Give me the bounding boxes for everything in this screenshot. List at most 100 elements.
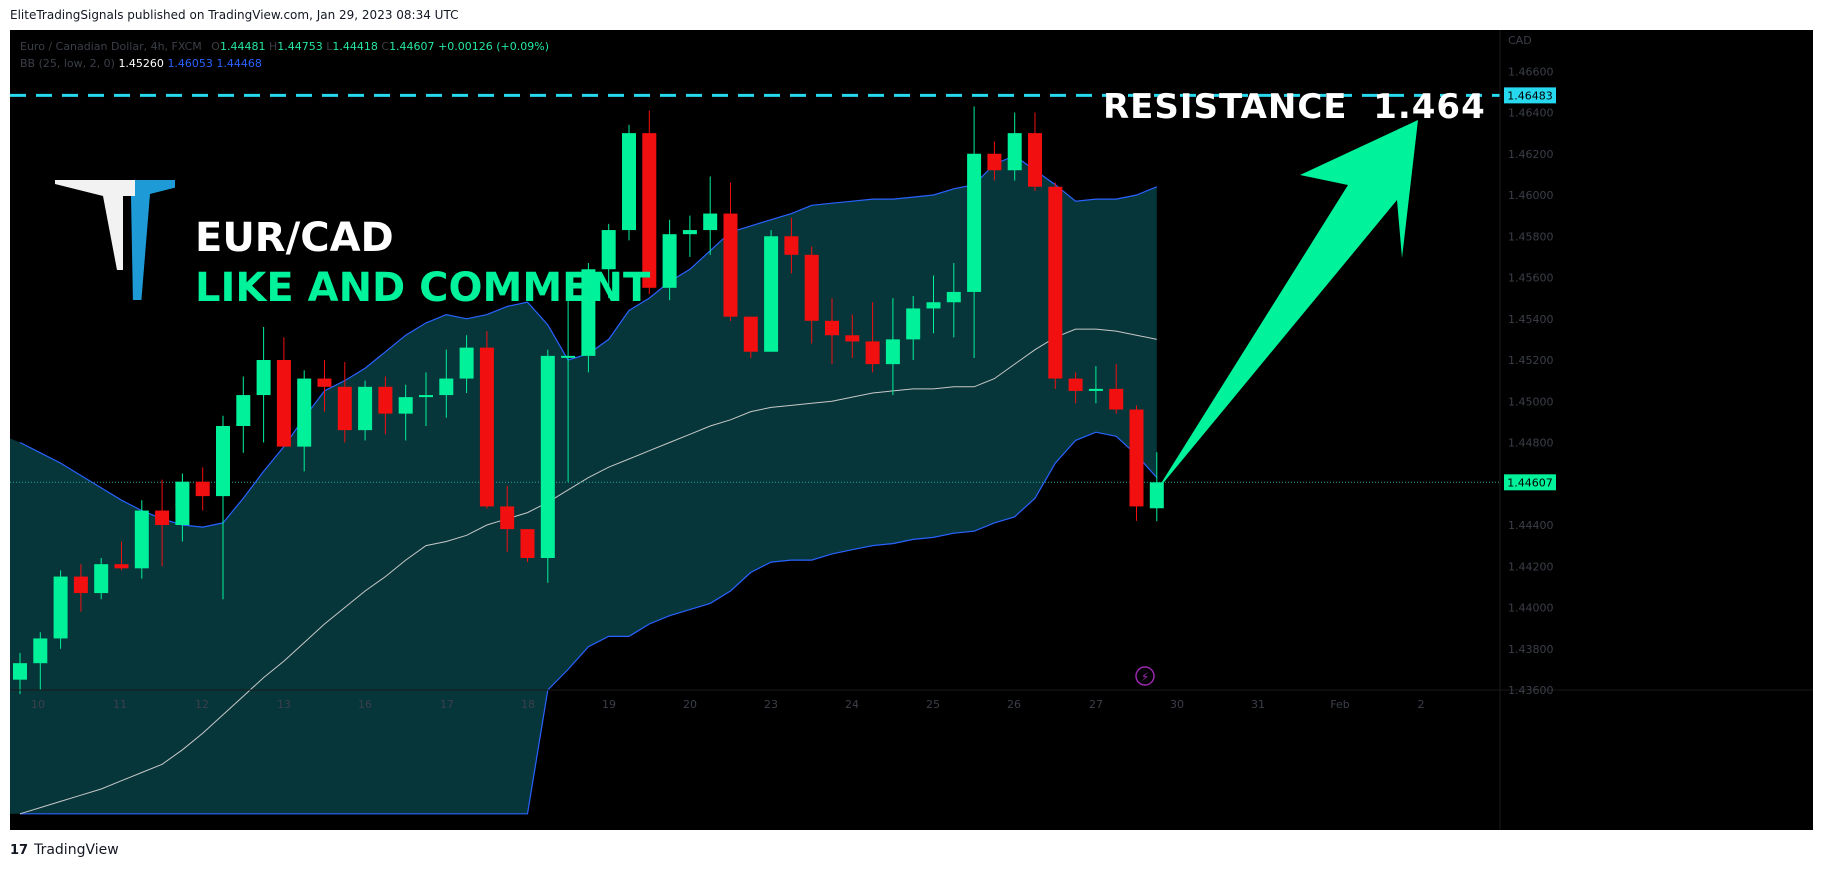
- legend-low-label: L: [326, 40, 333, 53]
- candle-body: [500, 506, 515, 530]
- y-tick-label: 1.45600: [1508, 272, 1554, 285]
- x-tick-label: 20: [683, 698, 697, 711]
- x-tick-label: 30: [1170, 698, 1184, 711]
- candle-body: [337, 386, 352, 431]
- y-tick-label: 1.46600: [1508, 65, 1554, 78]
- candle-body: [439, 378, 454, 396]
- candle-body: [94, 564, 109, 594]
- legend-bb-upper: 1.46053: [167, 57, 213, 70]
- y-tick-label: 1.46400: [1508, 107, 1554, 120]
- candle-body: [926, 302, 941, 309]
- candle-body: [642, 133, 657, 288]
- candlestick-chart[interactable]: ⚡ CAD 1.43600 1.43800 1.44000 1.44200 1.44400 1…: [10, 30, 1813, 830]
- candle-body: [195, 481, 210, 497]
- x-tick-label: 25: [926, 698, 940, 711]
- x-tick-label: 13: [277, 698, 291, 711]
- y-tick-label: 1.44400: [1508, 519, 1554, 532]
- candle-body: [1048, 186, 1063, 379]
- candle-body: [1088, 388, 1103, 391]
- candle-body: [216, 426, 230, 497]
- candle-body: [378, 386, 393, 414]
- candle-body: [946, 291, 961, 303]
- candle-body: [1129, 409, 1144, 507]
- candle-body: [317, 378, 332, 387]
- y-tick-label: 1.44200: [1508, 560, 1554, 573]
- candle-body: [906, 308, 921, 340]
- axis-currency: CAD: [1508, 34, 1532, 47]
- legend-bb-row: BB (25, low, 2, 0) 1.45260 1.46053 1.444…: [20, 55, 549, 72]
- event-icon: [1135, 666, 1155, 686]
- x-tick-label: 19: [602, 698, 616, 711]
- y-tick-label: 1.44800: [1508, 437, 1554, 450]
- candle-body: [155, 510, 170, 525]
- y-tick-label: 1.45000: [1508, 395, 1554, 408]
- x-tick-label: 2: [1418, 698, 1425, 711]
- candle-body: [1109, 388, 1124, 410]
- candle-body: [561, 355, 576, 358]
- resistance-price-label: 1.46483: [1507, 89, 1553, 102]
- x-tick-label: 27: [1089, 698, 1103, 711]
- y-tick-label: 1.43600: [1508, 684, 1554, 697]
- candle-body: [764, 236, 779, 352]
- legend-open: 1.44481: [219, 40, 266, 53]
- candle-body: [845, 335, 860, 342]
- bb-lower-line: [20, 431, 1158, 815]
- y-tick-label: 1.46200: [1508, 148, 1554, 161]
- candle-body: [53, 576, 68, 639]
- candle-body: [662, 234, 677, 288]
- x-tick-label: 18: [521, 698, 535, 711]
- candle-body: [703, 213, 718, 231]
- candle-body: [682, 230, 697, 235]
- legend-high: 1.44753: [277, 40, 323, 53]
- chart-frame[interactable]: ⚡ CAD 1.43600 1.43800 1.44000 1.44200 1.44400 1…: [10, 30, 1813, 830]
- x-tick-label: 17: [440, 698, 454, 711]
- x-tick-label: 31: [1251, 698, 1265, 711]
- y-tick-label: 1.45400: [1508, 313, 1554, 326]
- candle-body: [419, 395, 433, 398]
- x-tick-label: Feb: [1330, 698, 1349, 711]
- legend-bb-label: BB (25, low, 2, 0): [20, 57, 115, 70]
- cta-annotation: LIKE AND COMMENT: [195, 265, 651, 311]
- lightning-icon: ⚡: [1141, 670, 1149, 684]
- last-price-tag: [1504, 474, 1556, 491]
- y-tick-label: 1.43800: [1508, 643, 1554, 656]
- y-tick-label: 1.44000: [1508, 602, 1554, 615]
- candle-body: [825, 320, 839, 336]
- candle-body: [479, 347, 494, 507]
- candle-body: [1149, 482, 1164, 509]
- candle-body: [601, 230, 616, 270]
- candle-body: [398, 397, 413, 414]
- candle-body: [1028, 133, 1042, 187]
- candle-body: [987, 153, 1002, 171]
- candle-body: [276, 360, 291, 447]
- pair-annotation: EUR/CAD: [195, 215, 394, 261]
- candle-body: [114, 564, 129, 569]
- candle-body: [622, 133, 636, 231]
- legend-close: 1.44607: [389, 40, 435, 53]
- candle-body: [581, 269, 596, 356]
- y-tick-label: 1.46000: [1508, 189, 1554, 202]
- y-tick-label: 1.45200: [1508, 354, 1554, 367]
- tradingview-logo-icon: 𝟭𝟳: [10, 842, 29, 858]
- footer-brand-label: TradingView: [34, 842, 119, 858]
- candle-body: [520, 529, 535, 558]
- resistance-annotation: RESISTANCE 1.464: [1103, 87, 1486, 127]
- candle-body: [73, 576, 88, 594]
- x-tick-label: 24: [845, 698, 859, 711]
- legend-symbol: Euro / Canadian Dollar, 4h, FXCM: [20, 40, 202, 53]
- candle-body: [804, 254, 819, 321]
- resistance-price-tag: [1504, 87, 1556, 104]
- target-arrow: [1155, 120, 1418, 493]
- candle-body: [256, 360, 271, 396]
- candle-body: [743, 316, 758, 352]
- y-tick-label: 1.45800: [1508, 230, 1554, 243]
- last-price-label: 1.44607: [1507, 476, 1553, 489]
- legend-high-label: H: [268, 40, 278, 53]
- candle-body: [885, 339, 900, 365]
- footer-brand[interactable]: 𝟭𝟳 TradingView: [10, 842, 119, 858]
- legend-ohlc-row: Euro / Canadian Dollar, 4h, FXCM O1.4448…: [20, 38, 549, 55]
- legend-low: 1.44418: [332, 40, 378, 53]
- legend-bb-lower: 1.44468: [216, 57, 262, 70]
- legend-close-label: C: [381, 40, 390, 53]
- candle-body: [297, 378, 312, 447]
